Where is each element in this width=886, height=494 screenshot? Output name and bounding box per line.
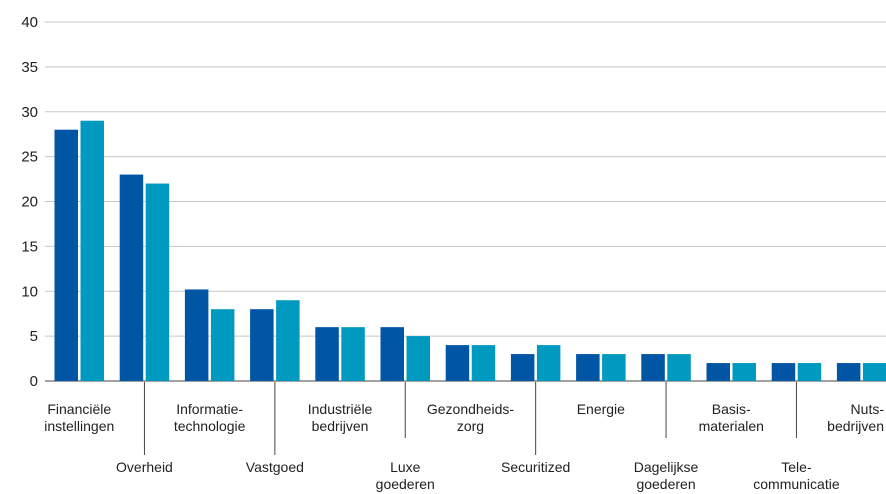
category-label: Securitized [501,459,570,475]
bar-series-1-5 [381,327,405,381]
bar-series-2-6 [472,345,496,381]
category-label-line: Luxe [390,459,421,475]
y-tick-label: 15 [21,238,38,255]
bar-series-2-3 [276,300,300,381]
category-label-line: goederen [636,476,695,492]
category-label: Dagelijkse goederen [634,459,699,492]
bar-series-1-0 [55,130,79,381]
category-label-line: Informatie- [176,401,243,417]
category-label-line: zorg [457,418,484,434]
bar-series-1-12 [837,363,861,381]
category-labels: Financiële instellingen Overheid Informatie… [44,401,884,492]
category-label: Energie [577,401,625,417]
category-label-line: Energie [577,401,625,417]
y-tick-label: 35 [21,59,38,76]
bar-series-2-9 [667,354,691,381]
category-label-line: instellingen [44,418,114,434]
category-label-line: communicatie [753,476,840,492]
bar-series-1-1 [120,175,144,381]
category-label: Financiële instellingen [44,401,114,434]
category-label-line: Securitized [501,459,570,475]
bar-series-1-2 [185,289,209,381]
bar-series-2-8 [602,354,626,381]
gridlines [45,22,886,381]
category-label-line: Vastgoed [246,459,304,475]
bar-series-1-4 [315,327,339,381]
category-label: Nuts-bedrijven [827,401,884,434]
bar-series-1-6 [446,345,470,381]
bar-series-2-2 [211,309,235,381]
category-label-line: technologie [174,418,246,434]
category-label-line: Basis- [712,401,751,417]
bar-series-2-7 [537,345,561,381]
category-label-line: Tele- [781,459,812,475]
category-label: Vastgoed [246,459,304,475]
bar-series-2-11 [798,363,822,381]
category-label-line: Nuts- [851,401,885,417]
bar-series-2-5 [407,336,431,381]
category-label: Basis-materialen [699,401,764,434]
bars [55,121,886,381]
category-label: Luxe goederen [376,459,435,492]
y-tick-label: 40 [21,14,38,31]
bar-series-1-3 [250,309,274,381]
bar-series-2-1 [146,184,170,381]
category-label-line: Industriële [308,401,373,417]
category-label: Industriële bedrijven [308,401,373,434]
y-tick-label: 25 [21,149,38,166]
category-label: Informatie-technologie [174,401,246,434]
category-label-line: Dagelijkse [634,459,699,475]
category-label-line: goederen [376,476,435,492]
y-tick-label: 10 [21,283,38,300]
bar-series-2-4 [341,327,365,381]
category-label-line: Overheid [116,459,173,475]
category-label-line: materialen [699,418,764,434]
category-label-line: bedrijven [827,418,884,434]
bar-series-1-10 [707,363,731,381]
y-axis-tick-labels: 0 5 10 15 20 25 30 35 40 [21,14,38,390]
category-label-line: bedrijven [312,418,369,434]
bar-series-1-9 [641,354,665,381]
y-tick-label: 30 [21,104,38,121]
y-tick-label: 20 [21,194,38,211]
y-tick-label: 0 [30,373,38,390]
bar-series-2-0 [81,121,105,381]
category-label: Overheid [116,459,173,475]
category-label-line: Financiële [47,401,111,417]
bar-series-1-7 [511,354,535,381]
bar-series-1-8 [576,354,600,381]
bar-series-1-11 [772,363,796,381]
category-label: Gezondheids-zorg [427,401,515,434]
bar-series-2-10 [733,363,757,381]
y-tick-label: 5 [30,328,38,345]
bar-series-2-12 [863,363,886,381]
category-label-line: Gezondheids- [427,401,515,417]
category-label: Tele-communicatie [753,459,840,492]
